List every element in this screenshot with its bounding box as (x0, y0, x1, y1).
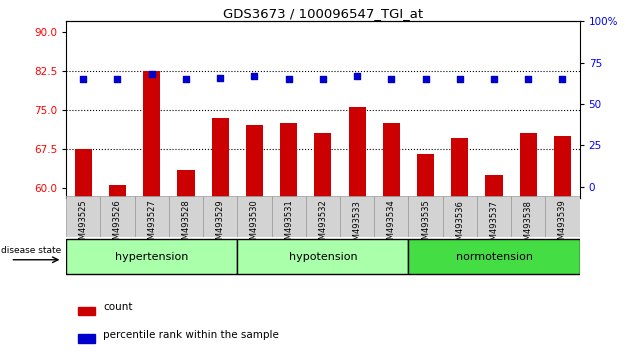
Text: hypertension: hypertension (115, 252, 188, 262)
Bar (246, 125, 263, 198)
Bar (238, 196, 272, 237)
Bar (135, 196, 169, 237)
Text: normotension: normotension (455, 252, 532, 262)
Text: GSM493536: GSM493536 (455, 200, 464, 251)
Text: GSM493531: GSM493531 (284, 200, 293, 251)
Point (489, 76, 499, 82)
Text: percentile rank within the sample: percentile rank within the sample (103, 330, 279, 339)
Bar (408, 196, 443, 237)
Bar (451, 138, 468, 198)
Point (284, 76, 294, 82)
Text: GSM493526: GSM493526 (113, 200, 122, 251)
Bar (178, 170, 195, 198)
Point (112, 76, 122, 82)
Text: disease state: disease state (1, 246, 62, 255)
Text: GSM493527: GSM493527 (147, 200, 156, 251)
Point (181, 76, 191, 82)
Title: GDS3673 / 100096547_TGI_at: GDS3673 / 100096547_TGI_at (223, 7, 423, 20)
Point (455, 76, 465, 82)
Bar (66, 239, 238, 274)
Bar (383, 123, 400, 198)
Bar (203, 196, 238, 237)
Bar (169, 196, 203, 237)
Bar (348, 107, 365, 198)
Bar (109, 185, 126, 198)
Text: GSM493525: GSM493525 (79, 200, 88, 250)
Text: count: count (103, 302, 133, 312)
Bar (374, 196, 408, 237)
Bar (66, 196, 100, 237)
Text: GSM493528: GSM493528 (181, 200, 190, 251)
Bar (477, 196, 511, 237)
Bar (78, 335, 94, 343)
Bar (443, 196, 477, 237)
Point (249, 73, 260, 79)
Point (78, 76, 88, 82)
Bar (212, 118, 229, 198)
Bar (143, 71, 160, 198)
Text: GSM493529: GSM493529 (215, 200, 225, 250)
Point (420, 76, 430, 82)
Bar (75, 149, 92, 198)
Bar (340, 196, 374, 237)
Text: GSM493535: GSM493535 (421, 200, 430, 251)
Point (386, 76, 396, 82)
Bar (238, 239, 408, 274)
Bar (280, 123, 297, 198)
Point (352, 73, 362, 79)
Point (147, 72, 157, 77)
Point (318, 76, 328, 82)
Bar (272, 196, 306, 237)
Bar (546, 196, 580, 237)
Text: GSM493533: GSM493533 (353, 200, 362, 251)
Bar (520, 133, 537, 198)
Bar (306, 196, 340, 237)
Text: GSM493532: GSM493532 (318, 200, 328, 251)
Bar (417, 154, 434, 198)
Bar (78, 307, 94, 315)
Text: GSM493538: GSM493538 (524, 200, 533, 251)
Point (558, 76, 568, 82)
Point (523, 76, 533, 82)
Bar (314, 133, 331, 198)
Text: GSM493539: GSM493539 (558, 200, 567, 251)
Bar (554, 136, 571, 198)
Point (215, 75, 226, 80)
Bar (100, 196, 135, 237)
Text: hypotension: hypotension (289, 252, 357, 262)
Bar (408, 239, 580, 274)
Text: GSM493530: GSM493530 (250, 200, 259, 251)
Text: GSM493537: GSM493537 (490, 200, 498, 251)
Bar (486, 175, 503, 198)
Bar (511, 196, 546, 237)
Text: GSM493534: GSM493534 (387, 200, 396, 251)
